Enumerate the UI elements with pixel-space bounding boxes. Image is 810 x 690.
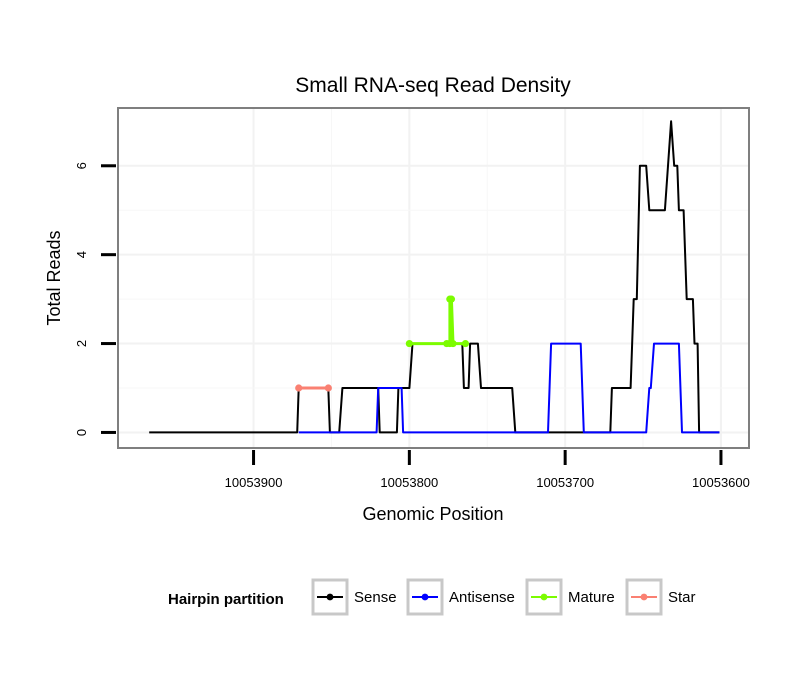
data-point-mature: [449, 339, 457, 348]
legend-key-point: [640, 593, 648, 601]
legend: Hairpin partition Sense Antisense Mature St…: [168, 578, 696, 616]
data-point-mature: [461, 339, 470, 348]
x-tick-label: 10053700: [536, 475, 594, 490]
y-tick-label: 2: [74, 340, 89, 347]
plot-panel-border: [117, 107, 750, 449]
legend-entries: Sense Antisense Mature Star: [311, 578, 696, 616]
x-tick-label: 10053600: [692, 475, 750, 490]
y-tick-label: 0: [74, 429, 89, 436]
y-axis: 0 2 4 6: [74, 162, 116, 436]
legend-key-point: [421, 593, 429, 601]
legend-label: Antisense: [449, 589, 515, 606]
series-line-sense: [149, 120, 720, 434]
legend-key-point: [326, 593, 334, 601]
series-sense: [149, 120, 720, 434]
legend-item-mature: Mature: [525, 578, 615, 616]
legend-item-star: Star: [625, 578, 696, 616]
series-line-antisense: [298, 342, 720, 434]
x-axis-title: Genomic Position: [362, 504, 503, 524]
legend-key-point: [540, 593, 548, 601]
legend-item-antisense: Antisense: [406, 578, 515, 616]
grid-lines: [118, 108, 749, 448]
data-point-mature: [405, 339, 413, 348]
y-tick-label: 6: [74, 162, 89, 169]
x-tick-label: 10053800: [380, 475, 438, 490]
series-antisense: [298, 342, 720, 434]
y-axis-title: Total Reads: [44, 230, 64, 325]
series-mature: [405, 295, 470, 348]
legend-item-sense: Sense: [311, 578, 397, 616]
data-point-star: [295, 384, 303, 392]
legend-title: Hairpin partition: [168, 591, 284, 608]
series-star: [295, 384, 332, 392]
legend-label: Star: [668, 589, 696, 606]
data-point-star: [324, 384, 332, 392]
x-tick-label: 10053900: [225, 475, 283, 490]
y-tick-label: 4: [74, 251, 89, 258]
x-axis: 10053900 10053800 10053700 10053600: [225, 450, 750, 490]
legend-label: Sense: [354, 589, 397, 606]
series-line-mature: [409, 297, 466, 346]
data-point-mature: [447, 295, 456, 303]
legend-label: Mature: [568, 589, 615, 606]
chart-title: Small RNA-seq Read Density: [295, 74, 571, 97]
series-layer: [149, 120, 720, 434]
